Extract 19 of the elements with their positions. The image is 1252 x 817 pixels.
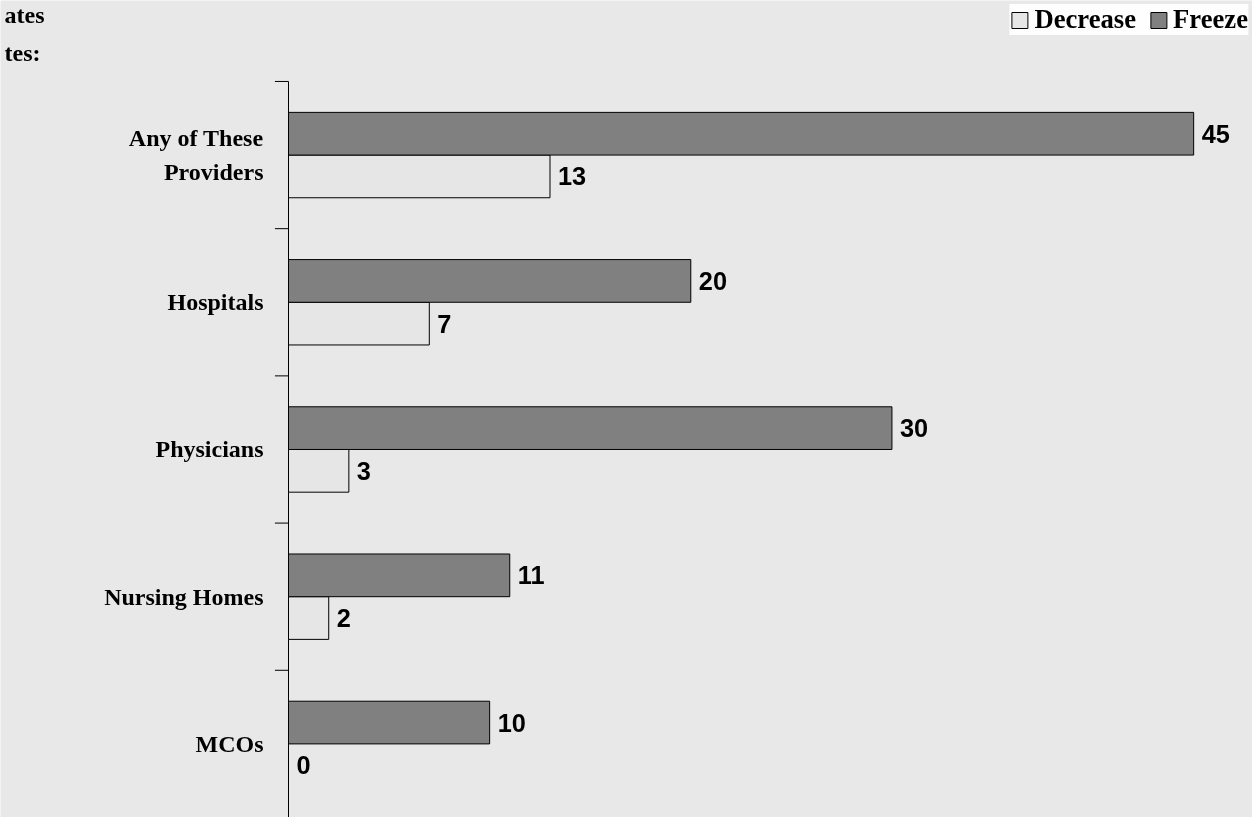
text: ates bbox=[4, 2, 45, 29]
y-tick-label: Physicians bbox=[155, 436, 264, 463]
data-label: 11 bbox=[517, 561, 545, 590]
data-label: 20 bbox=[698, 266, 727, 295]
y-tick-label: Nursing Homes bbox=[104, 583, 264, 610]
data-label: 13 bbox=[557, 162, 587, 191]
text: tes: bbox=[4, 40, 41, 67]
data-label: 45 bbox=[1201, 119, 1230, 148]
data-label: 30 bbox=[899, 414, 929, 443]
y-tick-label: MCOs bbox=[195, 730, 264, 757]
legend-label: Freeze bbox=[1173, 4, 1248, 35]
data-label: 7 bbox=[437, 309, 452, 338]
y-tick-label: Hospitals bbox=[167, 289, 264, 316]
data-label: 0 bbox=[296, 751, 311, 780]
data-label: 2 bbox=[336, 604, 351, 633]
data-label: 3 bbox=[356, 456, 371, 485]
legend-label: Decrease bbox=[1034, 4, 1137, 35]
y-tick-label: Any of These Providers bbox=[128, 125, 264, 185]
data-label: 10 bbox=[497, 708, 526, 737]
